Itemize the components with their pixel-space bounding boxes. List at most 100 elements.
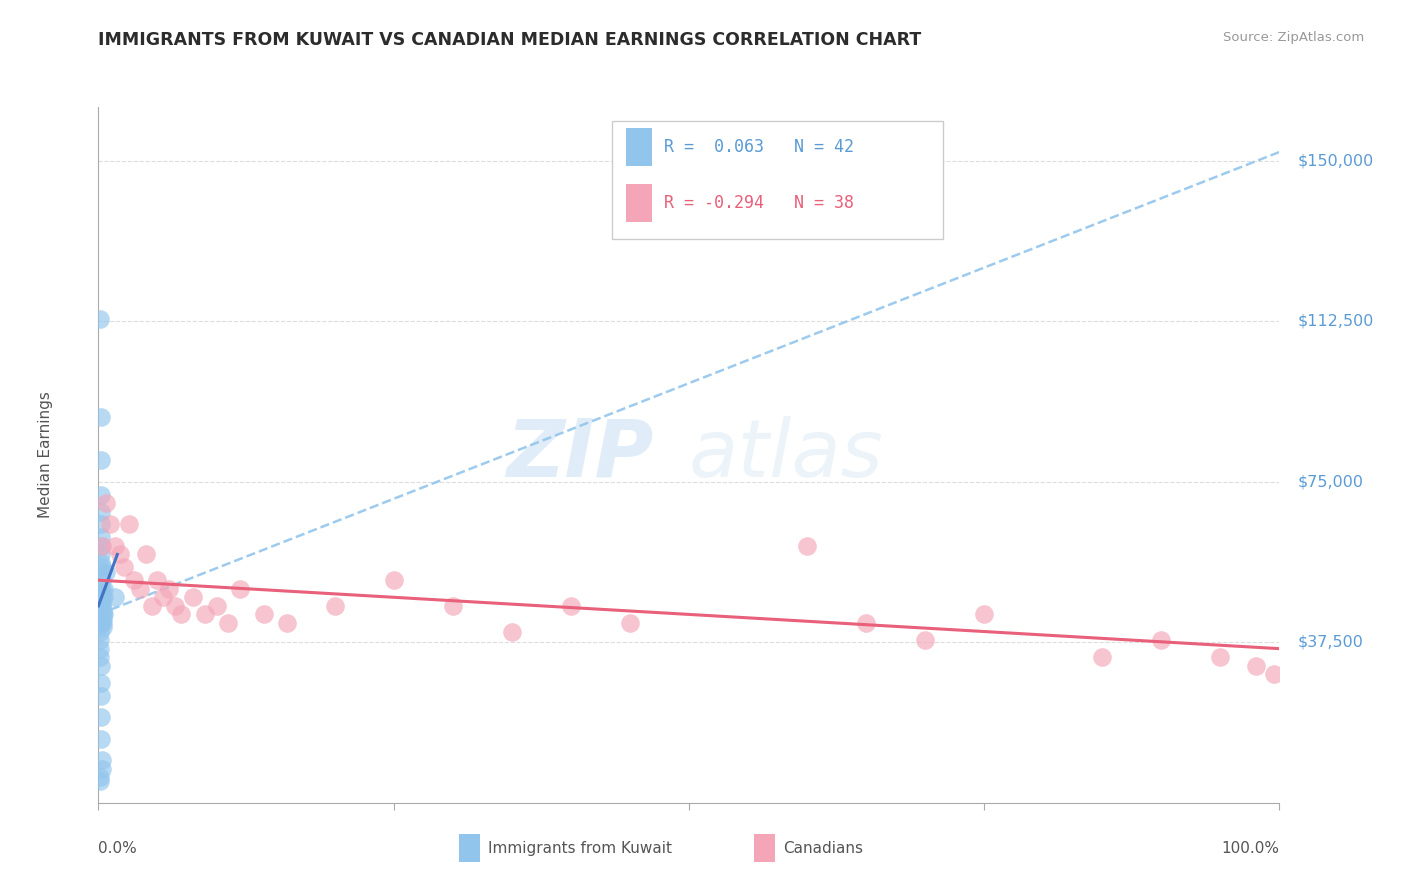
Point: [91, 607, 114, 622]
Point: [90, 505, 112, 519]
Text: IMMIGRANTS FROM KUWAIT VS CANADIAN MEDIAN EARNINGS CORRELATION CHART: IMMIGRANTS FROM KUWAIT VS CANADIAN MEDIA…: [98, 31, 922, 49]
Point: [104, 591, 127, 605]
Point: [91, 586, 114, 600]
Point: [90, 689, 112, 703]
Point: [90, 556, 112, 570]
Point: [89, 633, 111, 648]
Point: [91, 582, 114, 596]
Point: [90, 517, 112, 532]
FancyBboxPatch shape: [612, 121, 943, 239]
Point: [91, 591, 114, 605]
Point: [91, 560, 114, 574]
Point: [253, 607, 276, 622]
Bar: [754, 834, 775, 862]
Text: 100.0%: 100.0%: [1222, 841, 1279, 856]
Point: [205, 599, 228, 613]
Point: [441, 599, 464, 613]
Point: [170, 607, 193, 622]
Point: [89, 624, 111, 639]
Text: R =  0.063   N = 42: R = 0.063 N = 42: [664, 137, 853, 156]
Point: [93, 582, 115, 596]
Point: [98, 517, 121, 532]
Text: Canadians: Canadians: [783, 840, 863, 855]
Point: [1209, 650, 1232, 665]
Text: $75,000: $75,000: [1298, 475, 1364, 489]
Point: [90, 710, 112, 724]
Point: [276, 615, 298, 630]
Point: [90, 539, 112, 553]
Point: [90, 731, 112, 746]
Point: [1263, 667, 1285, 681]
Point: [157, 582, 180, 596]
Point: [91, 603, 114, 617]
Point: [796, 539, 818, 553]
Point: [91, 599, 114, 613]
Point: [141, 599, 163, 613]
Text: Median Earnings: Median Earnings: [38, 392, 53, 518]
Point: [90, 676, 112, 690]
Text: $112,500: $112,500: [1298, 314, 1374, 328]
Point: [89, 650, 111, 665]
Point: [229, 582, 252, 596]
Text: R = -0.294   N = 38: R = -0.294 N = 38: [664, 194, 853, 212]
Point: [90, 658, 112, 673]
Point: [94, 496, 117, 510]
Point: [93, 591, 115, 605]
Point: [93, 607, 115, 622]
Point: [122, 573, 145, 587]
Point: [501, 624, 523, 639]
Point: [91, 753, 114, 767]
Point: [91, 594, 114, 608]
Point: [1091, 650, 1114, 665]
Text: atlas: atlas: [689, 416, 884, 494]
Point: [181, 591, 204, 605]
Point: [619, 615, 641, 630]
Point: [146, 573, 169, 587]
Point: [91, 615, 114, 630]
Point: [91, 762, 114, 776]
Point: [1244, 658, 1267, 673]
Point: [90, 410, 112, 425]
Point: [91, 612, 114, 626]
Point: [165, 599, 187, 613]
Bar: [458, 834, 479, 862]
Bar: [626, 128, 652, 166]
Point: [108, 548, 131, 562]
Point: [382, 573, 405, 587]
Point: [104, 539, 127, 553]
Point: [973, 607, 995, 622]
Point: [89, 770, 111, 784]
Point: [855, 615, 877, 630]
Point: [135, 548, 157, 562]
Point: [90, 453, 112, 467]
Point: [91, 565, 114, 579]
Text: $150,000: $150,000: [1298, 153, 1374, 168]
Point: [89, 312, 111, 326]
Point: [89, 774, 111, 789]
Point: [90, 530, 112, 544]
Point: [914, 633, 936, 648]
Point: [91, 573, 114, 587]
Point: [118, 517, 141, 532]
Point: [112, 560, 135, 574]
Point: [1150, 633, 1173, 648]
Point: [152, 591, 174, 605]
Text: Source: ZipAtlas.com: Source: ZipAtlas.com: [1223, 31, 1364, 45]
Text: $37,500: $37,500: [1298, 635, 1362, 649]
Point: [128, 582, 150, 596]
Point: [90, 487, 112, 501]
Point: [91, 620, 114, 634]
Point: [90, 548, 112, 562]
Point: [90, 615, 112, 630]
Text: 0.0%: 0.0%: [98, 841, 138, 856]
Point: [323, 599, 346, 613]
Point: [91, 539, 114, 553]
Text: ZIP: ZIP: [506, 416, 654, 494]
Point: [217, 615, 239, 630]
Point: [89, 641, 111, 656]
Point: [560, 599, 582, 613]
Bar: [626, 184, 652, 222]
Text: Immigrants from Kuwait: Immigrants from Kuwait: [488, 840, 672, 855]
Point: [94, 565, 117, 579]
Point: [194, 607, 217, 622]
